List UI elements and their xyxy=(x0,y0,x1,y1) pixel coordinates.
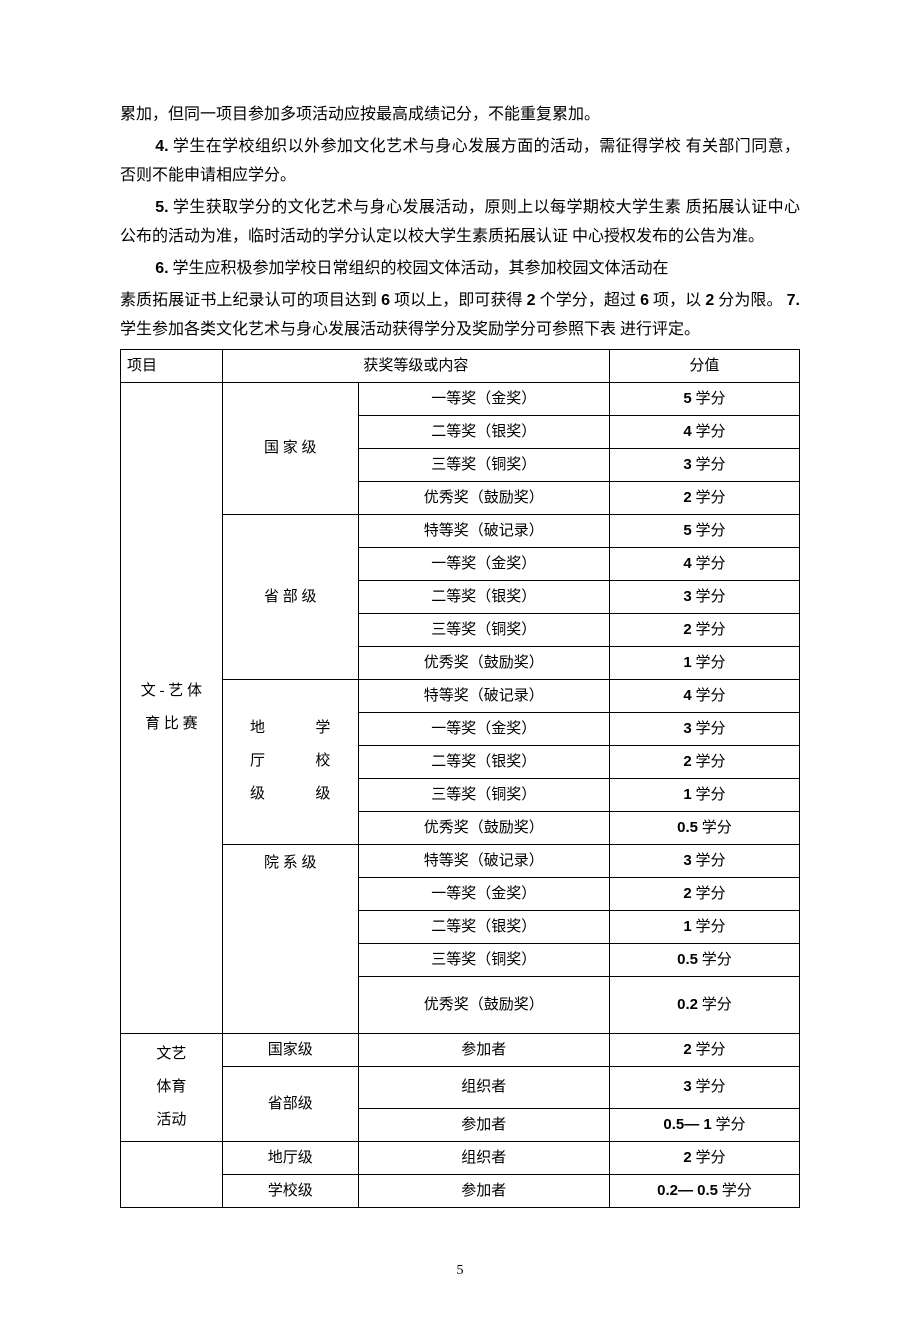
text: 学生获取学分的文化艺术与身心发展活动，原则上以每学期校大学生素 质拓展认证中心公… xyxy=(120,199,800,246)
paragraph-6b: 素质拓展证书上纪录认可的项目达到 6 项以上，即可获得 2 个学分，超过 6 项… xyxy=(120,286,800,345)
score-cell: 4 学分 xyxy=(609,547,799,580)
table-row: 文 - 艺 体 育 比 赛 国 家 级 一等奖（金奖） 5 学分 xyxy=(121,382,800,415)
num: 6 xyxy=(381,292,390,309)
table-header-row: 项目 获奖等级或内容 分值 xyxy=(121,349,800,382)
item-number: 4. xyxy=(155,138,168,155)
award-cell: 二等奖（银奖） xyxy=(358,580,609,613)
award-cell: 特等奖（破记录） xyxy=(358,679,609,712)
award-cell: 二等奖（银奖） xyxy=(358,415,609,448)
item-number: 6. xyxy=(155,260,168,277)
award-cell: 特等奖（破记录） xyxy=(358,514,609,547)
header-project: 项目 xyxy=(121,349,223,382)
award-cell: 三等奖（铜奖） xyxy=(358,943,609,976)
num: 6 xyxy=(640,292,649,309)
text: 学生应积极参加学校日常组织的校园文体活动，其参加校园文体活动在 xyxy=(169,260,669,277)
text: 累加，但同一项目参加多项活动应按最高成绩记分，不能重复累加。 xyxy=(120,106,600,123)
level-dept: 院 系 级 xyxy=(222,844,358,1033)
score-cell: 0.2— 0.5 学分 xyxy=(609,1174,799,1207)
text: 个学分，超过 xyxy=(536,292,641,309)
num: 2 xyxy=(705,292,714,309)
score-cell: 1 学分 xyxy=(609,646,799,679)
level-city-school: 地 厅 级 学 校 级 xyxy=(222,679,358,844)
project-cell: 文 - 艺 体 育 比 赛 xyxy=(121,382,223,1033)
award-cell: 特等奖（破记录） xyxy=(358,844,609,877)
score-cell: 0.2 学分 xyxy=(609,976,799,1033)
level-city2: 地厅级 xyxy=(222,1141,358,1174)
header-score: 分值 xyxy=(609,349,799,382)
page-number: 5 xyxy=(120,1258,800,1284)
level-national: 国 家 级 xyxy=(222,382,358,514)
award-cell: 一等奖（金奖） xyxy=(358,547,609,580)
score-cell: 4 学分 xyxy=(609,415,799,448)
score-cell: 0.5 学分 xyxy=(609,943,799,976)
award-cell: 一等奖（金奖） xyxy=(358,382,609,415)
award-cell: 一等奖（金奖） xyxy=(358,877,609,910)
paragraph-5: 5. 学生获取学分的文化艺术与身心发展活动，原则上以每学期校大学生素 质拓展认证… xyxy=(120,193,800,252)
score-cell: 4 学分 xyxy=(609,679,799,712)
text: 项以上，即可获得 xyxy=(390,292,527,309)
project-cell-empty xyxy=(121,1141,223,1207)
header-award: 获奖等级或内容 xyxy=(222,349,609,382)
score-cell: 3 学分 xyxy=(609,712,799,745)
award-cell: 参加者 xyxy=(358,1174,609,1207)
level-province2: 省部级 xyxy=(222,1066,358,1141)
project-cell: 文艺 体育 活动 xyxy=(121,1033,223,1141)
award-cell: 参加者 xyxy=(358,1108,609,1141)
award-cell: 组织者 xyxy=(358,1066,609,1108)
text: 项，以 xyxy=(649,292,705,309)
score-cell: 2 学分 xyxy=(609,745,799,778)
score-cell: 5 学分 xyxy=(609,514,799,547)
paragraph-4: 4. 学生在学校组织以外参加文化艺术与身心发展方面的活动，需征得学校 有关部门同… xyxy=(120,132,800,191)
award-cell: 三等奖（铜奖） xyxy=(358,778,609,811)
text: 分为限。 xyxy=(714,292,782,309)
score-cell: 0.5— 1 学分 xyxy=(609,1108,799,1141)
table-row: 院 系 级 特等奖（破记录） 3 学分 xyxy=(121,844,800,877)
score-cell: 3 学分 xyxy=(609,448,799,481)
score-cell: 1 学分 xyxy=(609,910,799,943)
table-row: 地厅级 组织者 2 学分 xyxy=(121,1141,800,1174)
paragraph-6: 6. 学生应积极参加学校日常组织的校园文体活动，其参加校园文体活动在 xyxy=(120,254,800,284)
award-cell: 一等奖（金奖） xyxy=(358,712,609,745)
level-province: 省 部 级 xyxy=(222,514,358,679)
score-cell: 3 学分 xyxy=(609,580,799,613)
award-cell: 优秀奖（鼓励奖） xyxy=(358,976,609,1033)
award-cell: 三等奖（铜奖） xyxy=(358,448,609,481)
award-cell: 二等奖（银奖） xyxy=(358,910,609,943)
label: 育 比 赛 xyxy=(123,708,220,741)
table-row: 地 厅 级 学 校 级 特等奖（破记录） 4 学分 xyxy=(121,679,800,712)
level-national2: 国家级 xyxy=(222,1033,358,1066)
award-cell: 优秀奖（鼓励奖） xyxy=(358,481,609,514)
paragraph-continuation: 累加，但同一项目参加多项活动应按最高成绩记分，不能重复累加。 xyxy=(120,100,800,130)
num: 2 xyxy=(527,292,536,309)
score-cell: 2 学分 xyxy=(609,481,799,514)
score-cell: 1 学分 xyxy=(609,778,799,811)
score-cell: 2 学分 xyxy=(609,613,799,646)
award-cell: 三等奖（铜奖） xyxy=(358,613,609,646)
score-cell: 5 学分 xyxy=(609,382,799,415)
score-cell: 2 学分 xyxy=(609,1033,799,1066)
label: 文 - 艺 体 xyxy=(123,675,220,708)
credits-table: 项目 获奖等级或内容 分值 文 - 艺 体 育 比 赛 国 家 级 一等奖（金奖… xyxy=(120,349,800,1208)
item-number: 5. xyxy=(155,199,168,216)
score-cell: 0.5 学分 xyxy=(609,811,799,844)
level-school2: 学校级 xyxy=(222,1174,358,1207)
score-cell: 2 学分 xyxy=(609,877,799,910)
award-cell: 二等奖（银奖） xyxy=(358,745,609,778)
score-cell: 2 学分 xyxy=(609,1141,799,1174)
text: 学生参加各类文化艺术与身心发展活动获得学分及奖励学分可参照下表 进行评定。 xyxy=(120,321,700,338)
award-cell: 组织者 xyxy=(358,1141,609,1174)
award-cell: 优秀奖（鼓励奖） xyxy=(358,811,609,844)
score-cell: 3 学分 xyxy=(609,1066,799,1108)
table-row: 文艺 体育 活动 国家级 参加者 2 学分 xyxy=(121,1033,800,1066)
award-cell: 优秀奖（鼓励奖） xyxy=(358,646,609,679)
table-row: 省部级 组织者 3 学分 xyxy=(121,1066,800,1108)
text: 素质拓展证书上纪录认可的项目达到 xyxy=(120,292,381,309)
table-row: 省 部 级 特等奖（破记录） 5 学分 xyxy=(121,514,800,547)
text: 学生在学校组织以外参加文化艺术与身心发展方面的活动，需征得学校 有关部门同意，否… xyxy=(120,138,800,185)
table-row: 学校级 参加者 0.2— 0.5 学分 xyxy=(121,1174,800,1207)
score-cell: 3 学分 xyxy=(609,844,799,877)
item-number: 7. xyxy=(787,292,800,309)
award-cell: 参加者 xyxy=(358,1033,609,1066)
